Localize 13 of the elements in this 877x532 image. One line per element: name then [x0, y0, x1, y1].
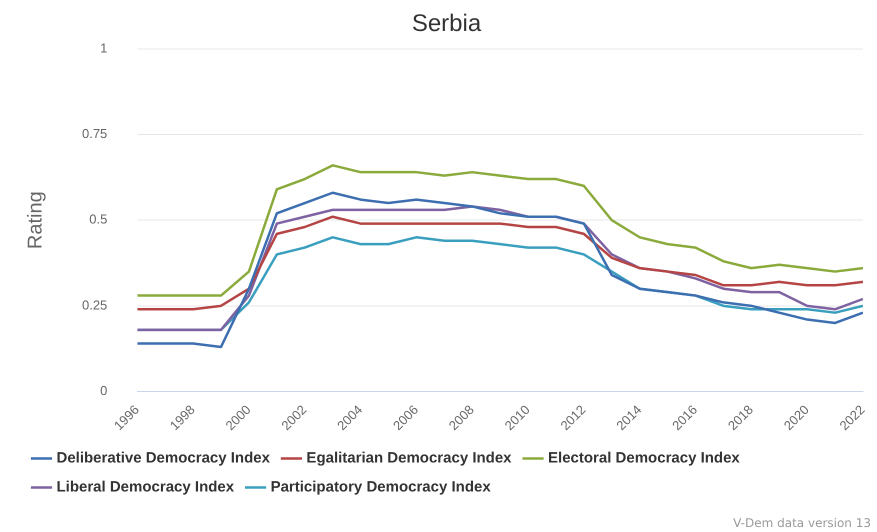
legend-label: Egalitarian Democracy Index — [306, 450, 512, 467]
legend-label: Liberal Democracy Index — [56, 478, 235, 496]
legend-label: Deliberative Democracy Index — [56, 450, 271, 467]
y-tick-label: 0 — [100, 383, 108, 398]
text: V-Dem data version 13 — [733, 516, 871, 530]
y-tick-label: 0.75 — [82, 126, 108, 142]
legend-label: Electoral Democracy Index — [548, 450, 740, 467]
chart-title: Serbia — [412, 10, 482, 38]
y-tick-label: 0.25 — [82, 297, 108, 312]
y-tick-label: 1 — [100, 40, 108, 56]
y-axis-title: Rating — [24, 191, 47, 250]
y-tick-label: 0.5 — [89, 212, 108, 227]
legend-label: Participatory Democracy Index — [270, 478, 492, 496]
